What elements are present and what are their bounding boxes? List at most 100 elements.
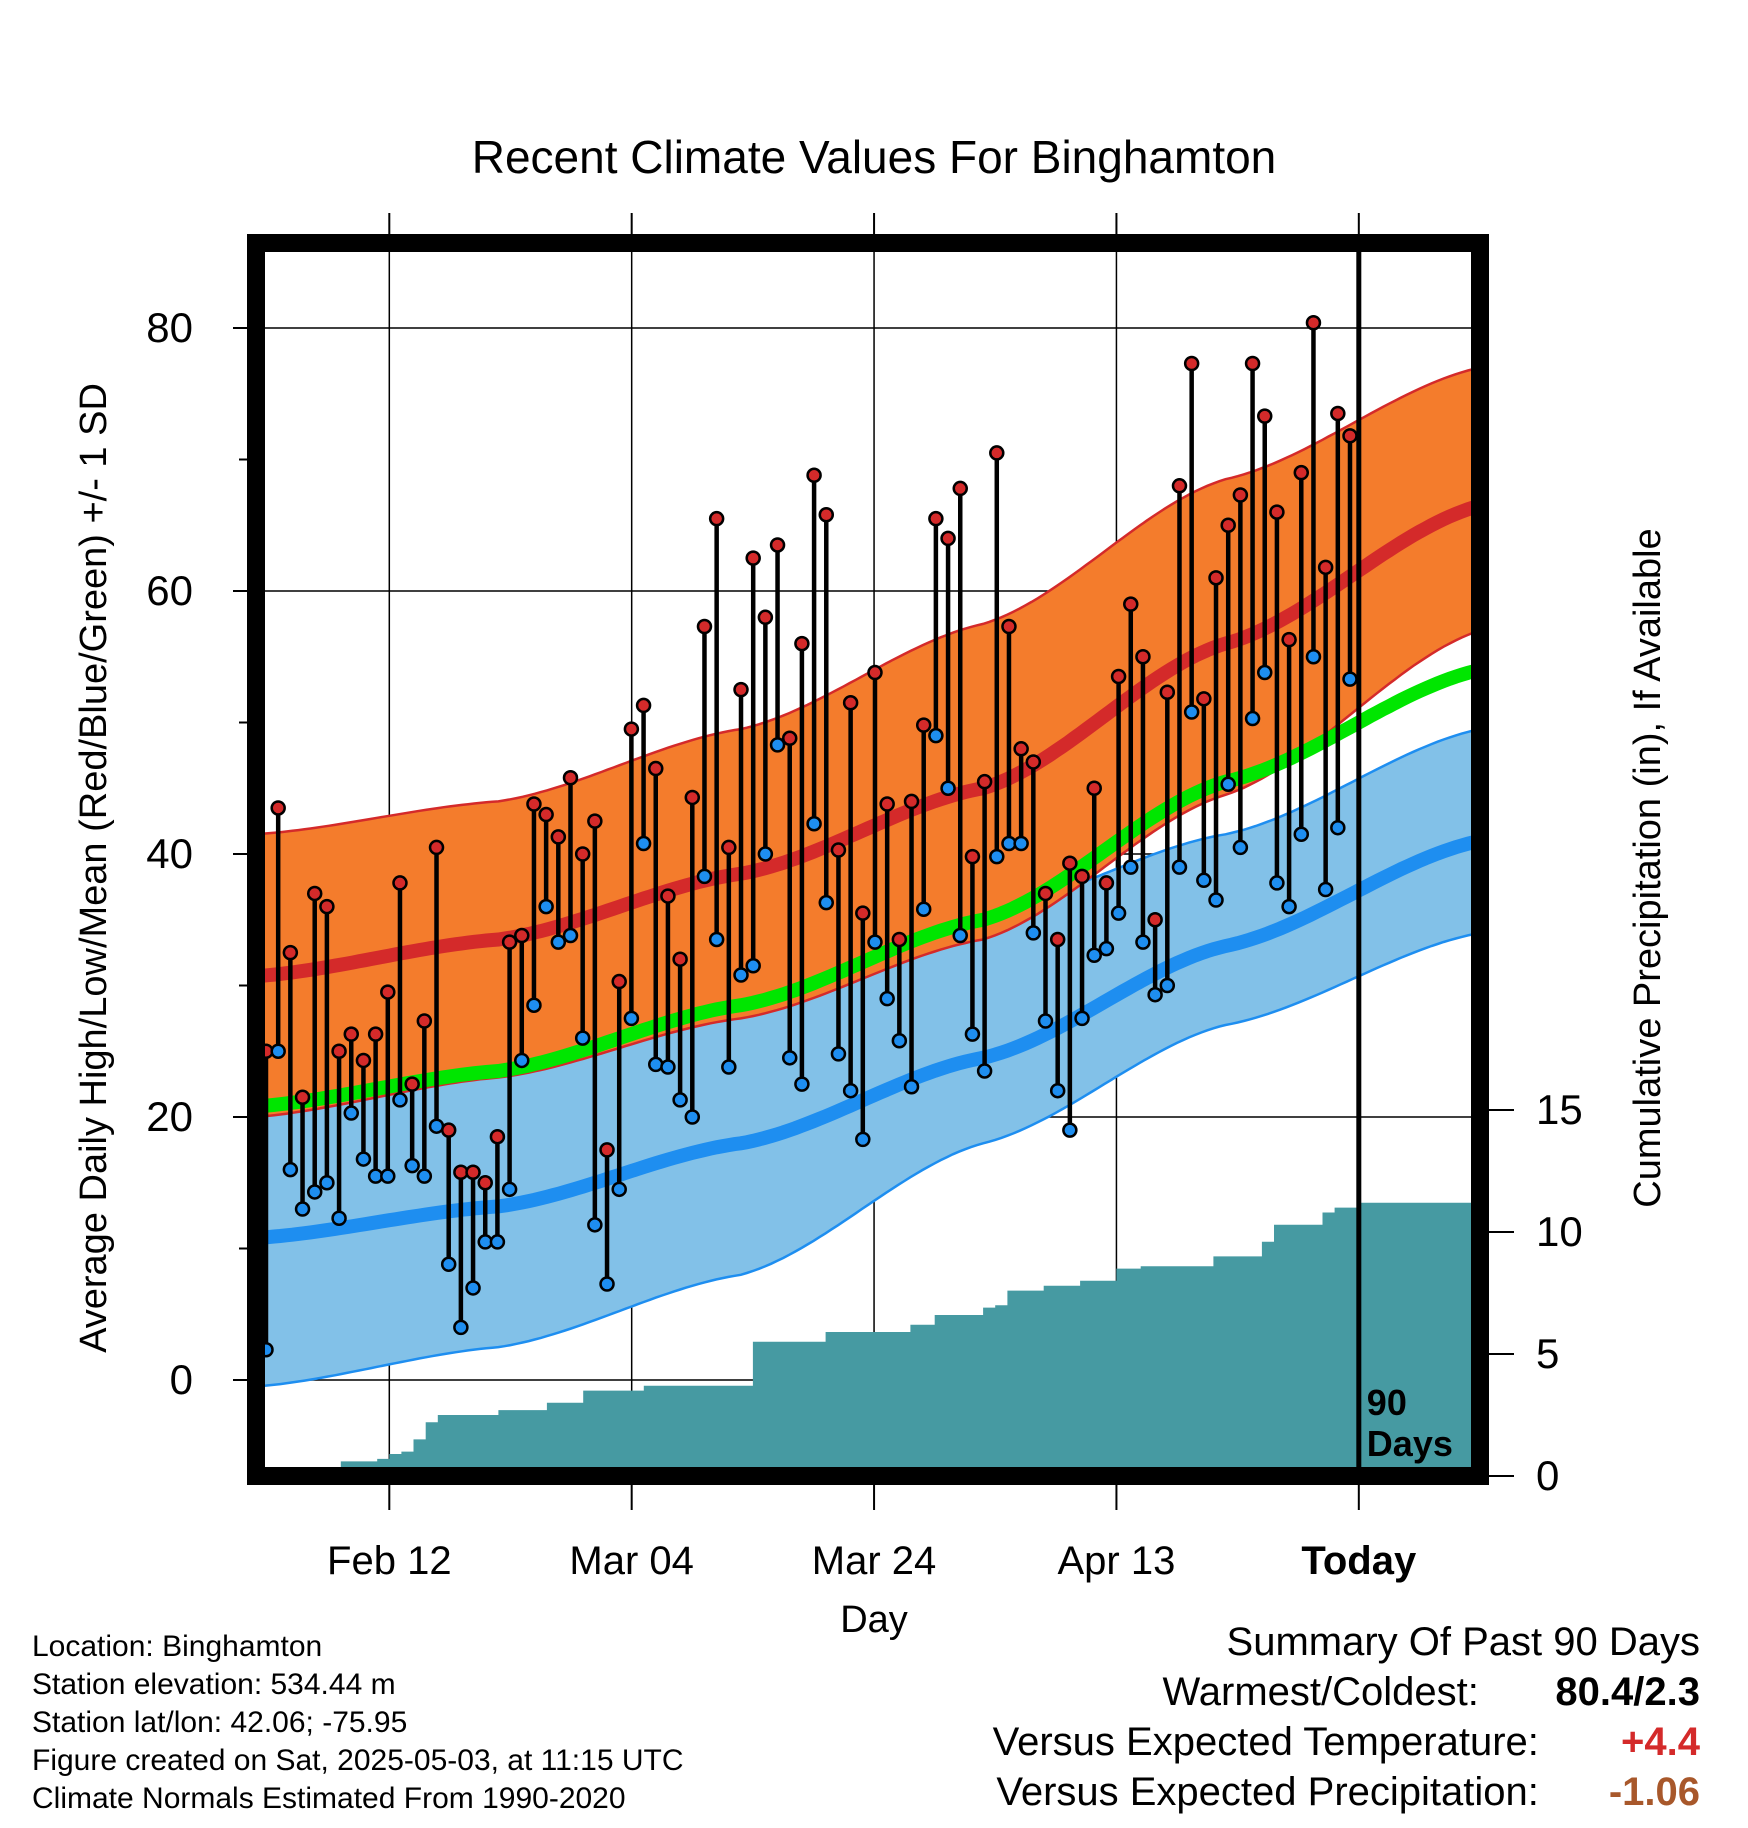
daily-high-point: [477, 1175, 493, 1191]
daily-low-point: [514, 1052, 530, 1069]
daily-high-point: [1232, 487, 1249, 503]
y-axis-label: Average Daily High/Low/Mean (Red/Blue/Gr…: [73, 383, 115, 1353]
daily-low-point: [1171, 859, 1188, 875]
daily-low-point: [818, 894, 835, 911]
daily-low-point: [867, 934, 883, 950]
daily-high-point: [879, 796, 895, 812]
daily-high-point: [891, 931, 908, 948]
daily-low-point: [1110, 905, 1127, 921]
x-axis-label: Day: [840, 1599, 908, 1641]
daily-high-point: [1123, 596, 1139, 612]
chart-title: Recent Climate Values For Binghamton: [472, 131, 1277, 183]
daily-low-point: [879, 990, 895, 1007]
y2-tick-label: 5: [1536, 1330, 1559, 1377]
daily-high-point: [708, 510, 725, 527]
daily-low-point: [355, 1151, 372, 1167]
y-tick-label: 60: [146, 567, 193, 614]
daily-low-point: [1305, 649, 1322, 665]
daily-high-point: [1208, 570, 1224, 586]
daily-low-point: [1220, 776, 1236, 793]
daily-high-point: [976, 773, 993, 790]
daily-high-point: [867, 664, 883, 681]
daily-high-point: [928, 510, 944, 527]
daily-low-point: [721, 1059, 737, 1075]
daily-low-point: [648, 1056, 664, 1073]
summary-temperature: Versus Expected Temperature: +4.4: [993, 1720, 1700, 1765]
daily-low-point: [1317, 881, 1334, 898]
daily-high-point: [574, 846, 591, 862]
daily-high-point: [1293, 464, 1310, 481]
daily-low-point: [440, 1256, 457, 1273]
daily-high-point: [550, 829, 567, 845]
daily-high-point: [1110, 668, 1127, 685]
summary-precipitation: Versus Expected Precipitation: -1.06: [996, 1770, 1700, 1815]
daily-high-point: [769, 537, 786, 553]
location-text: Location: Binghamton: [32, 1630, 323, 1663]
daily-high-point: [587, 813, 603, 829]
x-tick-label: Today: [1301, 1539, 1417, 1583]
daily-low-point: [319, 1175, 335, 1191]
daily-high-point: [1196, 691, 1212, 707]
summary-warmest-coldest: Warmest/Coldest: 80.4/2.3: [1163, 1670, 1701, 1715]
normal-low-band-lower-edge: [256, 931, 1480, 1388]
warmest-coldest-value: 80.4/2.3: [1555, 1670, 1700, 1714]
temp-vs-expected-value: +4.4: [1621, 1720, 1700, 1764]
daily-low-point: [903, 1079, 920, 1095]
daily-low-point: [1244, 710, 1261, 727]
daily-low-point: [538, 898, 554, 915]
daily-high-point: [745, 550, 761, 566]
normal-low-band: [256, 729, 1480, 1387]
daily-high-point: [915, 717, 932, 733]
daily-low-point: [855, 1131, 871, 1148]
daily-low-point: [708, 931, 725, 948]
x-tick-label: Mar 04: [569, 1539, 694, 1583]
daily-high-point: [696, 618, 713, 635]
daily-high-point: [842, 695, 859, 711]
daily-high-point: [1098, 875, 1115, 891]
today-marker-days-count: 90: [1367, 1382, 1407, 1423]
daily-high-point: [806, 467, 822, 484]
daily-low-point: [745, 958, 761, 974]
daily-low-point: [1269, 875, 1285, 891]
daily-low-point: [1123, 859, 1139, 875]
daily-high-point: [367, 1026, 384, 1042]
daily-high-point: [306, 885, 323, 902]
daily-high-point: [355, 1052, 372, 1069]
daily-low-point: [587, 1217, 603, 1233]
daily-high-point: [1220, 517, 1236, 533]
daily-high-point: [1281, 631, 1297, 648]
daily-high-point: [1086, 780, 1102, 796]
y2-tick-label: 0: [1536, 1452, 1559, 1499]
daily-low-point: [1037, 1013, 1054, 1029]
elevation-text: Station elevation: 534.44 m: [32, 1668, 396, 1701]
daily-high-point: [440, 1122, 457, 1138]
daily-low-point: [1232, 839, 1249, 856]
created-text: Figure created on Sat, 2025-05-03, at 11…: [32, 1744, 684, 1777]
daily-low-point: [952, 927, 968, 944]
daily-low-point: [660, 1059, 676, 1075]
daily-low-point: [599, 1276, 615, 1292]
daily-low-point: [928, 727, 944, 744]
daily-high-point: [648, 760, 664, 777]
daily-high-point: [733, 681, 749, 698]
daily-low-point: [684, 1109, 701, 1125]
daily-high-point: [781, 730, 798, 747]
daily-high-point: [989, 445, 1005, 461]
daily-high-point: [599, 1142, 615, 1158]
temp-vs-expected-label: Versus Expected Temperature:: [992, 1720, 1539, 1764]
daily-low-point: [1281, 898, 1297, 915]
daily-high-point: [1147, 912, 1163, 928]
daily-low-point: [282, 1161, 299, 1178]
precip-vs-expected-value: -1.06: [1608, 1770, 1700, 1814]
daily-high-point: [684, 789, 701, 806]
daily-high-point: [416, 1013, 433, 1029]
daily-low-point: [635, 835, 652, 852]
daily-low-point: [672, 1092, 688, 1108]
daily-low-point: [404, 1157, 420, 1174]
daily-high-point: [489, 1128, 506, 1145]
daily-high-point: [282, 944, 299, 961]
daily-low-point: [574, 1030, 591, 1046]
x-tick-label: Feb 12: [327, 1539, 452, 1583]
